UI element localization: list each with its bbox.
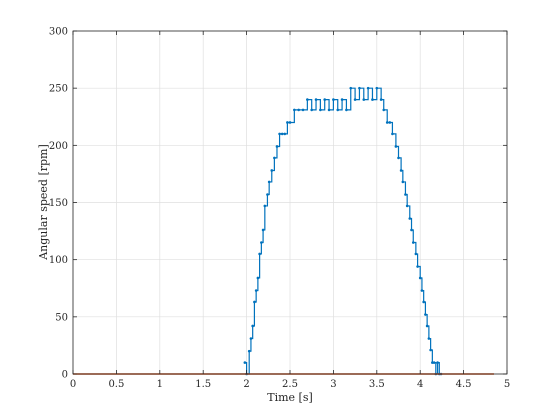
data-point xyxy=(385,121,389,124)
data-point xyxy=(410,228,413,232)
data-point xyxy=(432,361,436,364)
data-point xyxy=(327,108,331,112)
x-axis-label: Time [s] xyxy=(267,391,313,404)
data-point xyxy=(253,300,256,304)
x-tick-label: 1.5 xyxy=(195,379,211,390)
data-point xyxy=(408,217,412,220)
data-point xyxy=(391,132,394,136)
data-point xyxy=(399,169,403,172)
data-point xyxy=(332,98,335,101)
data-point xyxy=(388,121,392,124)
data-point xyxy=(297,108,300,112)
data-point xyxy=(379,98,383,101)
data-point xyxy=(266,193,269,196)
data-point xyxy=(429,348,432,352)
y-tick-label: 200 xyxy=(49,141,68,152)
data-point xyxy=(263,204,267,208)
data-point xyxy=(273,156,276,160)
data-point xyxy=(275,145,279,148)
y-tick-label: 150 xyxy=(49,198,68,209)
data-point xyxy=(382,108,386,112)
data-point xyxy=(310,108,314,112)
data-point xyxy=(336,108,340,112)
data-point xyxy=(424,313,427,316)
data-point xyxy=(314,98,318,101)
data-point xyxy=(278,132,281,136)
data-point xyxy=(286,121,289,124)
data-point xyxy=(414,252,418,256)
data-point xyxy=(243,361,247,364)
data-point xyxy=(301,108,305,112)
data-point xyxy=(401,180,405,184)
data-point xyxy=(323,98,327,101)
x-tick-label: 4.5 xyxy=(456,379,472,390)
y-tick-label: 100 xyxy=(49,255,68,266)
x-tick-label: 2 xyxy=(243,379,249,390)
data-point xyxy=(411,241,415,244)
y-axis-label: Angular speed [rpm] xyxy=(37,144,50,261)
y-tick-label: 50 xyxy=(55,312,68,323)
data-point xyxy=(306,98,309,101)
data-point xyxy=(251,324,254,328)
data-point xyxy=(371,98,374,101)
data-point xyxy=(362,98,366,101)
data-point xyxy=(280,132,284,136)
data-point xyxy=(375,86,379,90)
ticks xyxy=(72,30,508,375)
data-point xyxy=(404,193,407,196)
data-point xyxy=(260,241,263,244)
data-point xyxy=(405,204,409,208)
data-point xyxy=(258,252,261,256)
data-point xyxy=(288,121,292,124)
data-point xyxy=(267,180,271,184)
y-tick-label: 300 xyxy=(49,27,68,38)
data-point xyxy=(293,108,296,112)
data-point xyxy=(283,132,287,136)
x-tick-label: 2.5 xyxy=(282,379,298,390)
x-tick-label: 0.5 xyxy=(108,379,124,390)
x-tick-label: 3 xyxy=(330,379,336,390)
data-point xyxy=(256,276,260,280)
data-point xyxy=(353,98,357,101)
y-tick-label: 250 xyxy=(49,84,68,95)
data-point xyxy=(394,145,398,148)
data-point xyxy=(436,361,439,364)
data-point xyxy=(420,289,424,292)
data-point xyxy=(345,108,348,112)
data-point xyxy=(366,86,370,90)
data-point xyxy=(249,337,253,340)
data-point xyxy=(397,156,400,160)
data-point xyxy=(340,98,344,101)
x-tick-label: 4 xyxy=(417,379,423,390)
y-tick-label: 0 xyxy=(62,370,68,381)
data-point xyxy=(418,276,422,280)
data-point xyxy=(422,300,425,304)
x-tick-label: 0 xyxy=(70,379,76,390)
x-tick-label: 3.5 xyxy=(369,379,385,390)
data-point xyxy=(425,324,429,328)
data-point xyxy=(349,86,353,90)
data-point xyxy=(319,108,322,112)
data-point xyxy=(254,289,258,292)
data-point xyxy=(416,265,419,268)
data-point xyxy=(358,86,361,90)
x-tick-label: 1 xyxy=(157,379,163,390)
data-point xyxy=(247,349,251,353)
data-point xyxy=(427,337,431,340)
data-point xyxy=(270,169,274,172)
data-point xyxy=(261,228,265,232)
x-tick-label: 5 xyxy=(504,379,510,390)
